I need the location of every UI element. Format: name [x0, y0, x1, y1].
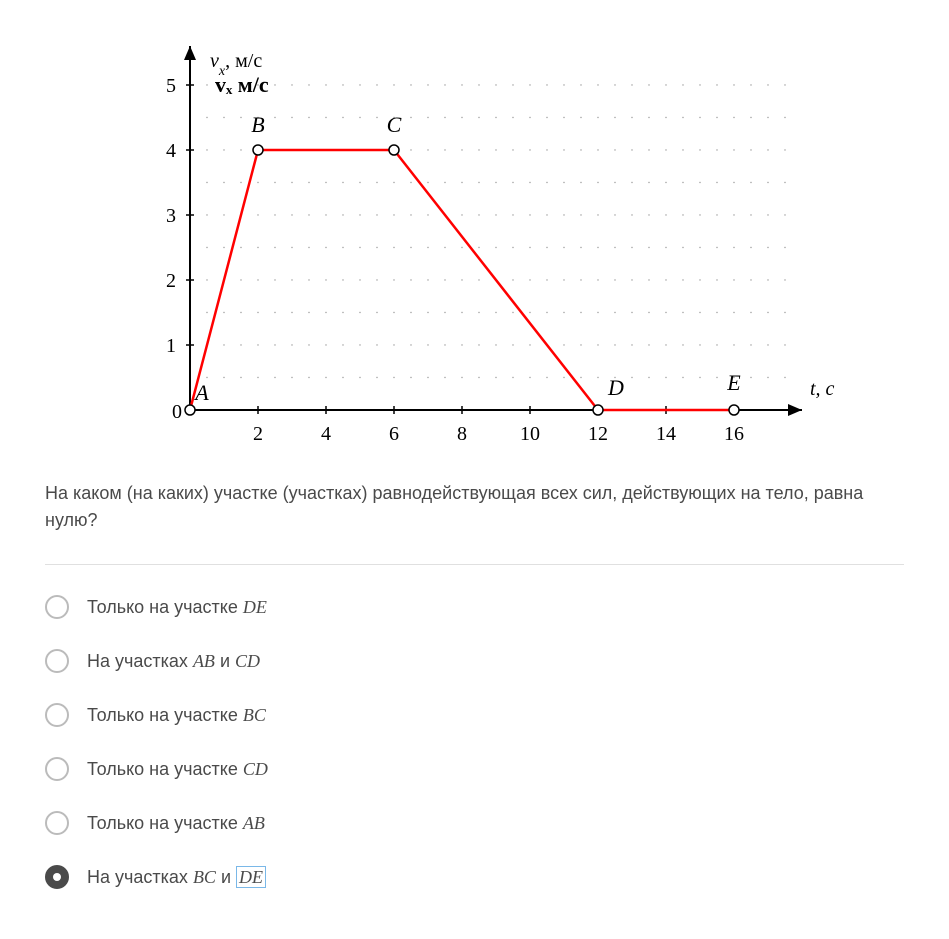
option-label-opt6: На участках BC и DE [87, 867, 266, 888]
svg-text:1: 1 [166, 335, 176, 357]
handwritten-annotation: vₓ м/с [215, 72, 269, 98]
divider [45, 564, 904, 565]
svg-text:0: 0 [172, 401, 182, 423]
question-text: На каком (на каких) участке (участках) р… [45, 480, 904, 534]
velocity-chart: 024681012141612345t, сvx, м/сABCDE vₓ м/… [80, 20, 860, 460]
option-opt4[interactable]: Только на участке CD [45, 757, 904, 781]
option-opt3[interactable]: Только на участке BC [45, 703, 904, 727]
radio-opt1[interactable] [45, 595, 69, 619]
svg-text:t, с: t, с [810, 378, 835, 400]
svg-text:4: 4 [321, 423, 331, 445]
svg-text:4: 4 [166, 140, 176, 162]
option-label-opt5: Только на участке AB [87, 813, 265, 834]
svg-text:A: A [193, 380, 209, 405]
svg-text:2: 2 [253, 423, 263, 445]
option-opt5[interactable]: Только на участке AB [45, 811, 904, 835]
option-label-opt4: Только на участке CD [87, 759, 268, 780]
chart-svg: 024681012141612345t, сvx, м/сABCDE [80, 20, 860, 460]
svg-text:8: 8 [457, 423, 467, 445]
svg-text:C: C [387, 112, 402, 137]
option-opt6[interactable]: На участках BC и DE [45, 865, 904, 889]
svg-text:2: 2 [166, 270, 176, 292]
svg-text:5: 5 [166, 75, 176, 97]
option-opt1[interactable]: Только на участке DE [45, 595, 904, 619]
option-label-opt3: Только на участке BC [87, 705, 266, 726]
svg-text:E: E [726, 370, 741, 395]
svg-text:B: B [251, 112, 264, 137]
option-label-opt2: На участках AB и CD [87, 651, 260, 672]
svg-text:14: 14 [656, 423, 676, 445]
options-list: Только на участке DE На участках AB и CD Т… [20, 595, 929, 889]
radio-opt2[interactable] [45, 649, 69, 673]
radio-opt3[interactable] [45, 703, 69, 727]
radio-opt6[interactable] [45, 865, 69, 889]
option-label-opt1: Только на участке DE [87, 597, 267, 618]
svg-text:12: 12 [588, 423, 608, 445]
svg-text:10: 10 [520, 423, 540, 445]
svg-text:D: D [607, 375, 624, 400]
option-opt2[interactable]: На участках AB и CD [45, 649, 904, 673]
radio-opt4[interactable] [45, 757, 69, 781]
svg-text:16: 16 [724, 423, 744, 445]
radio-opt5[interactable] [45, 811, 69, 835]
svg-text:6: 6 [389, 423, 399, 445]
svg-text:3: 3 [166, 205, 176, 227]
